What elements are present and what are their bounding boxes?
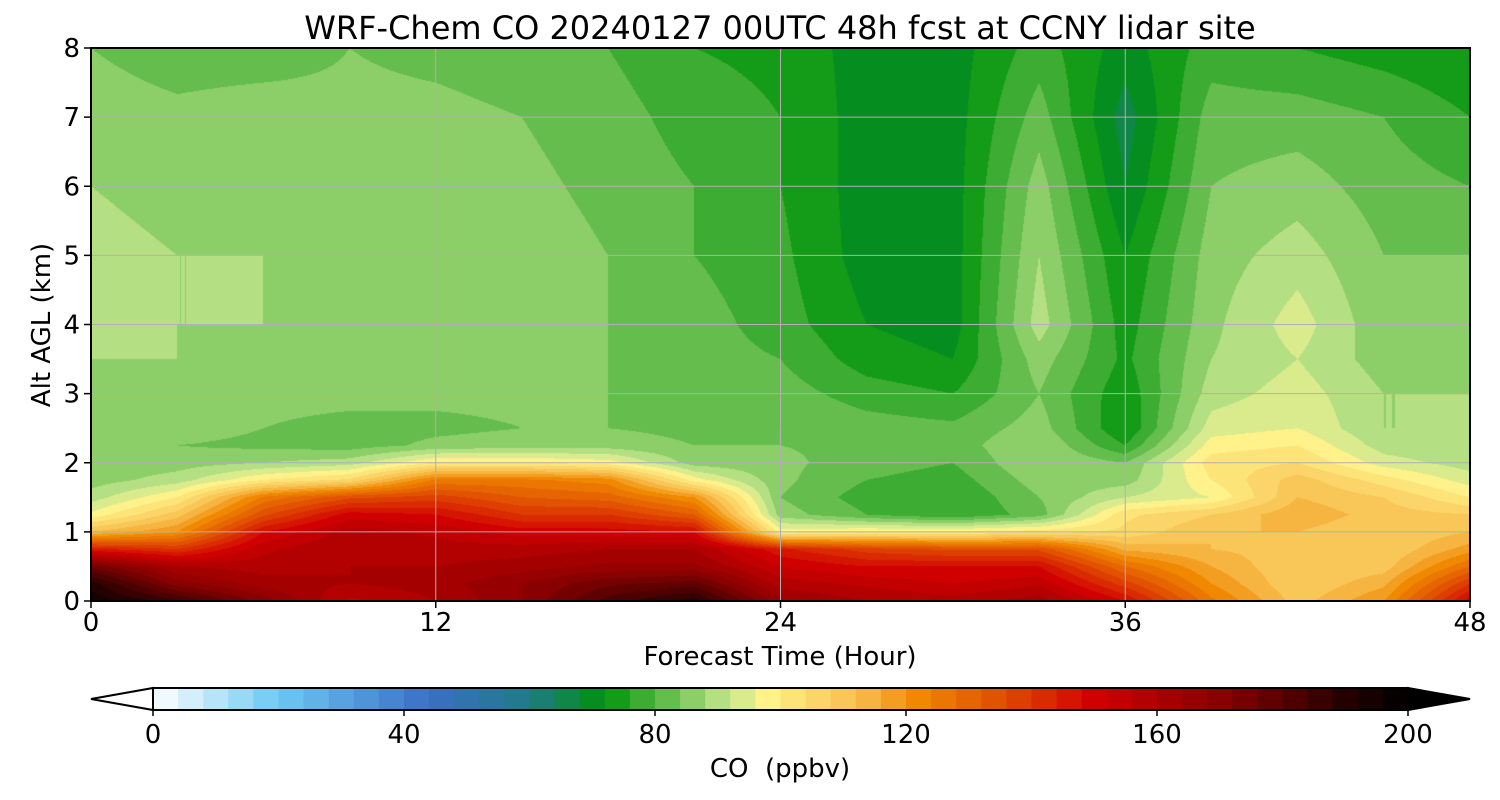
colorbar-tick-label: 120 [881, 720, 931, 750]
colorbar-swatch [931, 688, 957, 710]
colorbar-swatch [730, 688, 756, 710]
colorbar-swatch [429, 688, 455, 710]
colorbar-tick-label: 200 [1383, 720, 1433, 750]
colorbar-swatch [629, 688, 656, 710]
colorbar-swatch [906, 688, 932, 710]
colorbar-swatch [454, 688, 480, 710]
colorbar-swatch [680, 688, 706, 710]
colorbar-swatch [404, 688, 430, 710]
colorbar-swatch [1207, 688, 1233, 710]
colorbar-swatch [604, 688, 631, 710]
y-tick-label: 7 [63, 103, 80, 133]
colorbar-swatch [328, 688, 355, 710]
colorbar-swatch [1031, 688, 1058, 710]
colorbar-swatch [855, 688, 882, 710]
x-axis-label: Forecast Time (Hour) [643, 642, 916, 672]
colorbar-swatch [1382, 688, 1409, 710]
y-axis-label: Alt AGL (km) [27, 243, 57, 407]
colorbar-swatch [353, 688, 380, 710]
y-axis: 0 1 2 3 4 5 6 7 8 [63, 34, 91, 617]
colorbar-swatch [981, 688, 1007, 710]
colorbar-swatch [529, 688, 556, 710]
colorbar-swatch [880, 688, 907, 710]
x-tick-label: 12 [419, 608, 452, 638]
colorbar-swatch [1257, 688, 1284, 710]
colorbar-swatch [178, 688, 204, 710]
colorbar-swatch [203, 688, 229, 710]
colorbar-swatch [479, 688, 505, 710]
chart-title: WRF-Chem CO 20240127 00UTC 48h fcst at C… [304, 9, 1255, 47]
colorbar-swatch [378, 688, 405, 710]
colorbar-swatch [303, 688, 330, 710]
colorbar-swatch [278, 688, 305, 710]
colorbar-tick-label: 160 [1132, 720, 1182, 750]
x-tick-label: 36 [1109, 608, 1142, 638]
colorbar-segments [153, 688, 1409, 710]
colorbar-swatch [1357, 688, 1384, 710]
colorbar-ticks: 0 40 80 120 160 200 [145, 710, 1433, 750]
colorbar-swatch [1307, 688, 1334, 710]
colorbar-swatch [655, 688, 681, 710]
colorbar-tick-label: 80 [638, 720, 671, 750]
colorbar-tick-label: 0 [145, 720, 162, 750]
colorbar-swatch [1131, 688, 1158, 710]
colorbar-swatch [830, 688, 857, 710]
colorbar-swatch [705, 688, 731, 710]
y-tick-label: 2 [63, 449, 80, 479]
x-axis: 0 12 24 36 48 [83, 601, 1487, 638]
colorbar-swatch [504, 688, 531, 710]
colorbar-swatch [780, 688, 807, 710]
colorbar-swatch [1006, 688, 1033, 710]
colorbar-swatch [1056, 688, 1083, 710]
colorbar-swatch [253, 688, 280, 710]
y-tick-label: 1 [63, 518, 80, 548]
colorbar-swatch [1106, 688, 1133, 710]
y-tick-label: 3 [63, 380, 80, 410]
x-tick-label: 48 [1453, 608, 1486, 638]
colorbar-swatch [579, 688, 606, 710]
colorbar-extend-high [1407, 686, 1471, 712]
colorbar: 0 40 80 120 160 200 CO (ppbv) [90, 686, 1471, 784]
colorbar-swatch [755, 688, 782, 710]
colorbar-label: CO (ppbv) [710, 754, 850, 784]
colorbar-tick-label: 40 [387, 720, 420, 750]
colorbar-extend-low [90, 686, 154, 712]
colorbar-swatch [805, 688, 832, 710]
y-tick-label: 4 [63, 311, 80, 341]
y-tick-label: 0 [63, 587, 80, 617]
colorbar-swatch [1282, 688, 1309, 710]
colorbar-swatch [1232, 688, 1258, 710]
x-tick-label: 0 [83, 608, 100, 638]
colorbar-frame [152, 687, 1409, 711]
x-tick-label: 24 [764, 608, 797, 638]
colorbar-swatch [1332, 688, 1359, 710]
colorbar-swatch [1081, 688, 1108, 710]
colorbar-swatch [554, 688, 581, 710]
y-tick-label: 8 [63, 34, 80, 64]
y-tick-label: 5 [63, 241, 80, 271]
colorbar-swatch [153, 688, 179, 710]
colorbar-swatch [228, 688, 254, 710]
colorbar-swatch [1157, 688, 1183, 710]
colorbar-swatch [1182, 688, 1208, 710]
colorbar-swatch [956, 688, 982, 710]
y-tick-label: 6 [63, 172, 80, 202]
